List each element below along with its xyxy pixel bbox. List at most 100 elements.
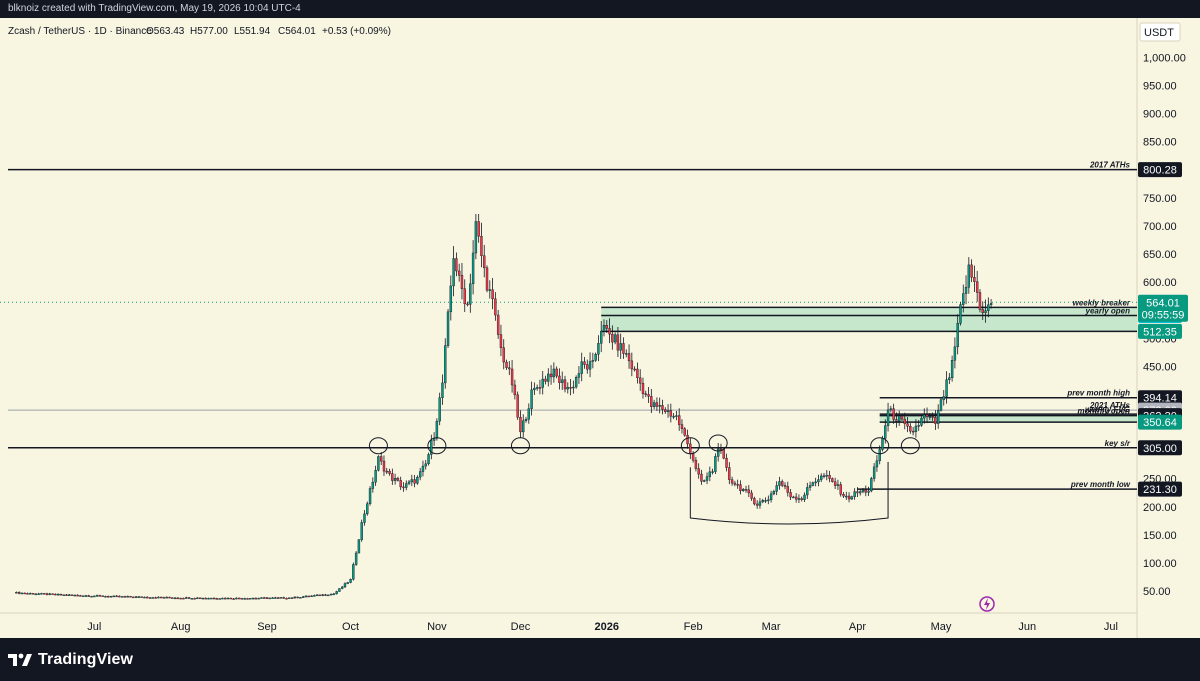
- candle-body: [488, 289, 492, 291]
- candle-body: [881, 438, 884, 450]
- candle: [845, 491, 848, 500]
- candle-body: [580, 361, 583, 374]
- candle-body: [393, 478, 397, 481]
- candle: [847, 492, 851, 503]
- candle: [165, 596, 168, 599]
- candle: [577, 366, 581, 384]
- candle: [299, 597, 302, 599]
- candle-body: [282, 597, 285, 599]
- level-price-tag-box: [1138, 440, 1182, 456]
- candle: [831, 477, 834, 483]
- candle-body: [767, 499, 770, 502]
- candle-body: [307, 595, 310, 598]
- candle-body: [931, 416, 934, 418]
- candle: [477, 213, 480, 243]
- candle: [123, 595, 127, 598]
- candle: [519, 410, 522, 438]
- tradingview-logo[interactable]: TradingView: [8, 651, 133, 669]
- candle: [438, 392, 441, 426]
- candle: [820, 473, 823, 482]
- candle-body: [758, 501, 762, 506]
- candle: [79, 594, 82, 597]
- candle-body: [889, 408, 893, 411]
- price-tick-label: 950.00: [1143, 81, 1177, 93]
- time-tick-label: Nov: [427, 621, 447, 633]
- candle: [566, 382, 569, 394]
- candle-body: [800, 498, 803, 500]
- candle: [686, 429, 689, 449]
- candle: [210, 597, 213, 600]
- candle-body: [911, 430, 915, 433]
- candle: [934, 410, 937, 430]
- level-label: yearly open: [1085, 307, 1131, 316]
- candle: [276, 597, 280, 599]
- candle-body: [586, 364, 589, 370]
- time-tick-label: Mar: [762, 621, 781, 633]
- candle: [716, 442, 720, 462]
- candle: [43, 592, 46, 595]
- candle: [600, 321, 603, 353]
- candle: [864, 485, 867, 497]
- price-tick-label: 750.00: [1143, 193, 1177, 205]
- attribution-bar: blknoiz created with TradingView.com, Ma…: [0, 0, 1200, 18]
- candle-body: [349, 579, 352, 583]
- candle-body: [446, 311, 450, 346]
- candle-body: [655, 402, 659, 407]
- candle: [215, 597, 219, 600]
- candle: [173, 597, 177, 600]
- candle-body: [416, 476, 419, 484]
- candle: [622, 337, 625, 359]
- candle: [307, 595, 310, 598]
- candle-body: [449, 285, 453, 313]
- price-tick-label: 700.00: [1143, 221, 1177, 233]
- candle: [925, 407, 929, 424]
- candle: [265, 597, 269, 599]
- candle-body: [588, 361, 592, 370]
- legend-high: H577.00: [190, 26, 228, 37]
- candle-body: [516, 394, 519, 418]
- candle: [302, 595, 305, 598]
- candle-body: [608, 328, 611, 335]
- level-price-tag: 231.30: [1143, 484, 1177, 496]
- candle: [396, 476, 400, 482]
- candle: [984, 299, 987, 323]
- candle: [296, 596, 299, 599]
- candle-body: [627, 353, 631, 362]
- circle-mark: [427, 437, 447, 455]
- candle: [446, 308, 450, 348]
- candle-body: [566, 387, 569, 390]
- candle: [235, 597, 238, 600]
- currency-label: USDT: [1144, 27, 1174, 39]
- candle-body: [104, 596, 107, 598]
- candle-body: [499, 334, 503, 348]
- candle-body: [20, 592, 24, 595]
- time-tick-label: Dec: [511, 621, 531, 633]
- candle: [366, 501, 369, 516]
- candle: [747, 485, 751, 498]
- candle: [120, 596, 124, 598]
- candle: [842, 492, 845, 498]
- level-price-tag: 350.64: [1143, 417, 1177, 429]
- candle: [90, 595, 93, 598]
- level-price-tag-box: [1138, 481, 1182, 497]
- candle: [346, 581, 349, 585]
- candle-body: [171, 597, 174, 599]
- currency-box[interactable]: [1139, 22, 1181, 42]
- candle: [399, 476, 402, 491]
- candle-body: [115, 595, 118, 598]
- candle-body: [502, 347, 505, 363]
- level-price-tag: 800.28: [1143, 165, 1177, 177]
- lightning-icon[interactable]: [979, 596, 995, 612]
- bracket-mark: [689, 461, 889, 525]
- candle-body: [112, 595, 116, 598]
- candle: [254, 597, 258, 600]
- circle-mark: [900, 437, 920, 455]
- candle: [226, 597, 230, 600]
- candle-body: [51, 593, 54, 595]
- candle-body: [638, 377, 642, 384]
- candle-body: [987, 304, 990, 311]
- legend: Zcash / TetherUS · 1D · Binance O563.43 …: [8, 26, 391, 37]
- candle-body: [254, 597, 258, 600]
- candle-body: [591, 360, 595, 362]
